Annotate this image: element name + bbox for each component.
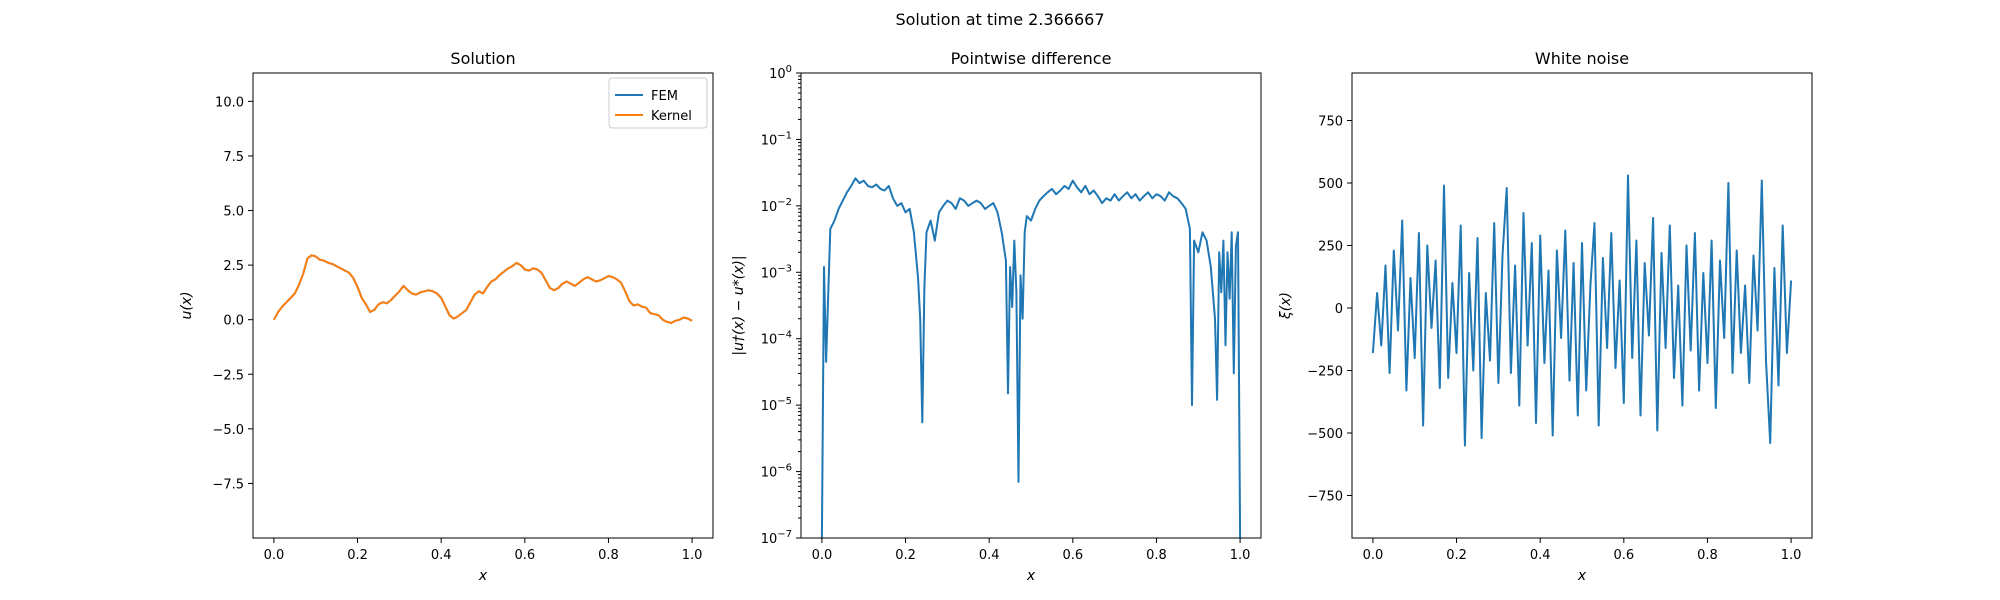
y-tick-mantissa: 10 xyxy=(761,532,778,547)
y-tick-exponent: 0 xyxy=(786,64,792,75)
y-tick-label: 750 xyxy=(1318,115,1343,130)
legend: FEM Kernel xyxy=(608,77,708,129)
series-line-difference xyxy=(820,177,1242,539)
x-tick-label: 0.0 xyxy=(1363,548,1384,563)
x-tick-label: 0.8 xyxy=(1697,548,1718,563)
y-tick-exponent: −2 xyxy=(777,197,792,208)
x-tick-label: 0.4 xyxy=(1530,548,1551,563)
y-tick-mantissa: 10 xyxy=(761,266,778,281)
x-tick-label: 0.6 xyxy=(1062,548,1083,563)
x-axis-label: x xyxy=(1577,568,1587,584)
x-tick-label: 1.0 xyxy=(1781,548,1802,563)
y-tick-mantissa: 10 xyxy=(761,133,778,148)
y-tick-exponent: −4 xyxy=(777,330,792,341)
y-tick-label: 100 xyxy=(769,64,792,82)
x-tick-label: 0.4 xyxy=(431,548,452,563)
y-tick-label: −2.5 xyxy=(212,368,244,383)
y-tick-exponent: −5 xyxy=(777,396,792,407)
x-tick-label: 1.0 xyxy=(682,548,703,563)
y-tick-label: 10−2 xyxy=(761,197,792,215)
figure-title: Solution at time 2.366667 xyxy=(895,10,1104,29)
panel-0: Solution 0.0 0.2 0.4 0.6 0.8 1.0 x −7.5 −5.0 −2.5 0… xyxy=(179,49,714,584)
x-tick-label: 0.2 xyxy=(347,548,368,563)
y-tick-label: 10−3 xyxy=(761,263,792,281)
x-tick-label: 0.0 xyxy=(812,548,833,563)
x-tick-label: 0.6 xyxy=(1613,548,1634,563)
x-axis-label: x xyxy=(478,568,488,584)
y-tick-label: −250 xyxy=(1307,365,1343,380)
plot-area xyxy=(273,254,693,324)
y-tick-label: 7.5 xyxy=(223,150,244,165)
y-tick-label: 500 xyxy=(1318,177,1343,192)
y-tick-label: 10−1 xyxy=(761,130,792,148)
axes-frame xyxy=(252,72,714,539)
y-tick-label: 5.0 xyxy=(223,205,244,220)
y-axis-label: |u†(x) − u*(x)| xyxy=(731,255,747,355)
y-tick-label: −7.5 xyxy=(212,477,244,492)
series-line-noise xyxy=(1371,174,1793,447)
y-tick-exponent: −6 xyxy=(777,463,792,474)
y-tick-label: 2.5 xyxy=(223,259,244,274)
y-tick-mantissa: 10 xyxy=(761,200,778,215)
x-tick-label: 0.2 xyxy=(895,548,916,563)
y-tick-label: −750 xyxy=(1307,490,1343,505)
y-tick-label: 0 xyxy=(1335,302,1343,317)
x-tick-label: 1.0 xyxy=(1230,548,1251,563)
plot-area xyxy=(820,177,1242,539)
y-tick-label: 10−6 xyxy=(761,463,792,481)
x-tick-label: 0.8 xyxy=(598,548,619,563)
legend-label: FEM xyxy=(651,89,678,104)
axes-frame xyxy=(800,72,1262,539)
y-tick-mantissa: 10 xyxy=(769,67,786,82)
y-tick-label: 0.0 xyxy=(223,314,244,329)
x-tick-label: 0.0 xyxy=(264,548,285,563)
y-tick-mantissa: 10 xyxy=(761,466,778,481)
panel-title: Solution xyxy=(450,49,515,68)
y-tick-exponent: −3 xyxy=(777,263,792,274)
panel-2: White noise 0.0 0.2 0.4 0.6 0.8 1.0 x −750 −500 −2… xyxy=(1278,49,1813,584)
x-axis-label: x xyxy=(1026,568,1036,584)
y-tick-label: −500 xyxy=(1307,427,1343,442)
y-tick-mantissa: 10 xyxy=(761,333,778,348)
y-tick-mantissa: 10 xyxy=(761,399,778,414)
legend-label: Kernel xyxy=(651,109,692,124)
y-tick-label: 10−4 xyxy=(761,330,792,348)
y-tick-label: 10−7 xyxy=(761,529,792,547)
plot-area xyxy=(1371,174,1793,447)
x-tick-label: 0.4 xyxy=(979,548,1000,563)
y-tick-exponent: −1 xyxy=(777,130,792,141)
y-tick-label: 10−5 xyxy=(761,396,792,414)
axes-frame xyxy=(1351,72,1813,539)
x-tick-label: 0.8 xyxy=(1146,548,1167,563)
x-tick-label: 0.2 xyxy=(1446,548,1467,563)
panel-title: White noise xyxy=(1535,49,1629,68)
y-tick-label: 10.0 xyxy=(215,95,244,110)
y-axis-label: ξ(x) xyxy=(1278,292,1294,320)
y-tick-exponent: −7 xyxy=(777,529,792,540)
y-tick-label: −5.0 xyxy=(212,423,244,438)
panels: Solution 0.0 0.2 0.4 0.6 0.8 1.0 x −7.5 −5.0 −2.5 0… xyxy=(179,49,1813,584)
x-tick-label: 0.6 xyxy=(514,548,535,563)
series-line-kernel xyxy=(273,254,693,324)
y-tick-label: 250 xyxy=(1318,240,1343,255)
panel-1: Pointwise difference 0.0 0.2 0.4 0.6 0.8 1.0 x 1… xyxy=(731,49,1262,584)
panel-title: Pointwise difference xyxy=(951,49,1112,68)
y-axis-label: u(x) xyxy=(179,291,195,319)
